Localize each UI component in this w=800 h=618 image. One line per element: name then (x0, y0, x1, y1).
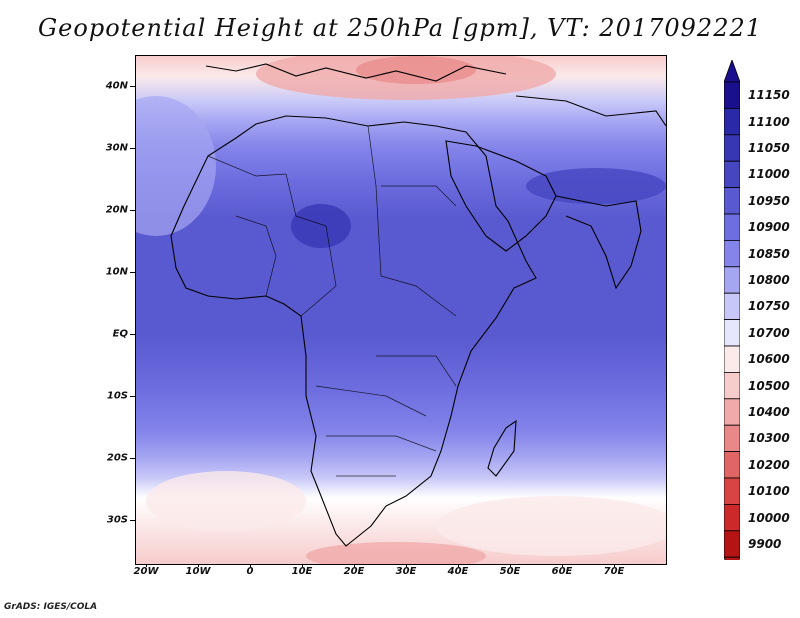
map-title: Geopotential Height at 250hPa [gpm], VT:… (38, 14, 762, 42)
lon-tick (354, 563, 355, 567)
north-high-core (356, 56, 476, 84)
colorbar-label: 10750 (748, 299, 790, 314)
colorbar-cell (724, 108, 740, 136)
lon-tick (406, 563, 407, 567)
colorbar-label: 11150 (748, 88, 790, 103)
lon-tick (250, 563, 251, 567)
border-lines (207, 125, 457, 477)
arabia-outline (445, 140, 557, 252)
lat-tick (130, 148, 135, 149)
lon-label-10w: 10W (185, 566, 211, 577)
lon-label-10e: 10E (291, 566, 313, 577)
colorbar-cell (724, 319, 740, 347)
lat-tick (130, 86, 135, 87)
west-light-region (136, 96, 216, 236)
lat-tick (130, 334, 135, 335)
colorbar-top-arrow (724, 60, 740, 83)
colorbar-label: 11100 (748, 114, 790, 129)
colorbar-label: 10300 (748, 431, 790, 446)
colorbar-label: 10100 (748, 484, 790, 499)
lon-tick (562, 563, 563, 567)
asia-outline (515, 95, 666, 290)
lon-label-30e: 30E (395, 566, 417, 577)
lat-tick (130, 520, 135, 521)
colorbar-cell (724, 451, 740, 479)
lat-label-20s: 20S (106, 452, 128, 464)
madagascar-outline (487, 419, 517, 477)
lat-label-30s: 30S (106, 514, 128, 526)
colorbar-cell (724, 424, 740, 453)
africa-outline (170, 115, 537, 547)
colorbar-label: 10600 (748, 352, 790, 367)
south-high-core (306, 542, 486, 564)
colorbar-cell (724, 530, 740, 558)
europe-outline (205, 63, 507, 82)
colorbar-label: 10950 (748, 193, 790, 208)
colorbar-label: 10700 (748, 325, 790, 340)
colorbar-label: 10850 (748, 246, 790, 261)
coastlines (170, 63, 666, 547)
colorbar-cell (724, 266, 740, 294)
lat-label-10n: 10N (105, 266, 128, 278)
colorbar-cell (724, 160, 740, 188)
south-east-band (436, 496, 666, 556)
colorbar-cell (724, 134, 740, 162)
colorbar-label: 10800 (748, 273, 790, 287)
lon-tick (198, 563, 199, 567)
colorbar-label: 11050 (748, 141, 790, 155)
colorbar-cell (724, 187, 740, 215)
lat-tick (130, 272, 135, 273)
arabia-core (526, 168, 666, 204)
lon-label-50e: 50E (499, 566, 521, 577)
lon-label-60e: 60E (551, 566, 573, 577)
colorbar-label: 10000 (748, 510, 790, 525)
colorbar-cell (724, 503, 740, 532)
lat-label-30n: 30N (105, 142, 128, 154)
colorbar-cell (724, 239, 740, 268)
colorbar-cell (724, 292, 740, 320)
lat-tick (130, 210, 135, 211)
lat-label-eq: EQ (112, 328, 128, 340)
colorbar (724, 60, 740, 560)
colorbar-label: 10900 (748, 220, 790, 235)
lat-label-40n: 40N (105, 80, 128, 92)
map-area[interactable] (135, 55, 667, 565)
colorbar-cell (724, 345, 740, 373)
lon-label-70e: 70E (603, 566, 625, 577)
lon-label-40e: 40E (447, 566, 469, 577)
credit-label: GrADS: IGES/COLA (4, 602, 98, 612)
colorbar-label: 10200 (748, 457, 790, 472)
colorbar-label: 9900 (748, 537, 782, 551)
colorbar-label: 10400 (748, 405, 790, 419)
lon-label-0: 0 (246, 566, 254, 577)
country-borders (207, 125, 457, 477)
colorbar-label: 11000 (748, 167, 790, 182)
lat-tick (130, 458, 135, 459)
lat-tick (130, 396, 135, 397)
sahara-core (291, 204, 351, 248)
lon-tick (510, 563, 511, 567)
lat-label-10s: 10S (106, 390, 128, 402)
colorbar-bottom-arrow (724, 556, 740, 560)
colorbar-cell (724, 81, 740, 109)
lon-tick (302, 563, 303, 567)
south-west-band (146, 471, 306, 531)
lon-label-20e: 20E (343, 566, 365, 577)
colorbar-cell (724, 398, 740, 426)
lon-label-20w: 20W (133, 566, 159, 577)
colorbar-cell (724, 213, 740, 241)
colorbar-cell (724, 371, 740, 400)
colorbar-cell (724, 477, 740, 505)
lat-label-20n: 20N (105, 204, 128, 216)
lon-tick (614, 563, 615, 567)
lon-tick (458, 563, 459, 567)
colorbar-label: 10500 (748, 378, 790, 393)
geopotential-field (136, 56, 666, 564)
lon-tick (146, 563, 147, 567)
